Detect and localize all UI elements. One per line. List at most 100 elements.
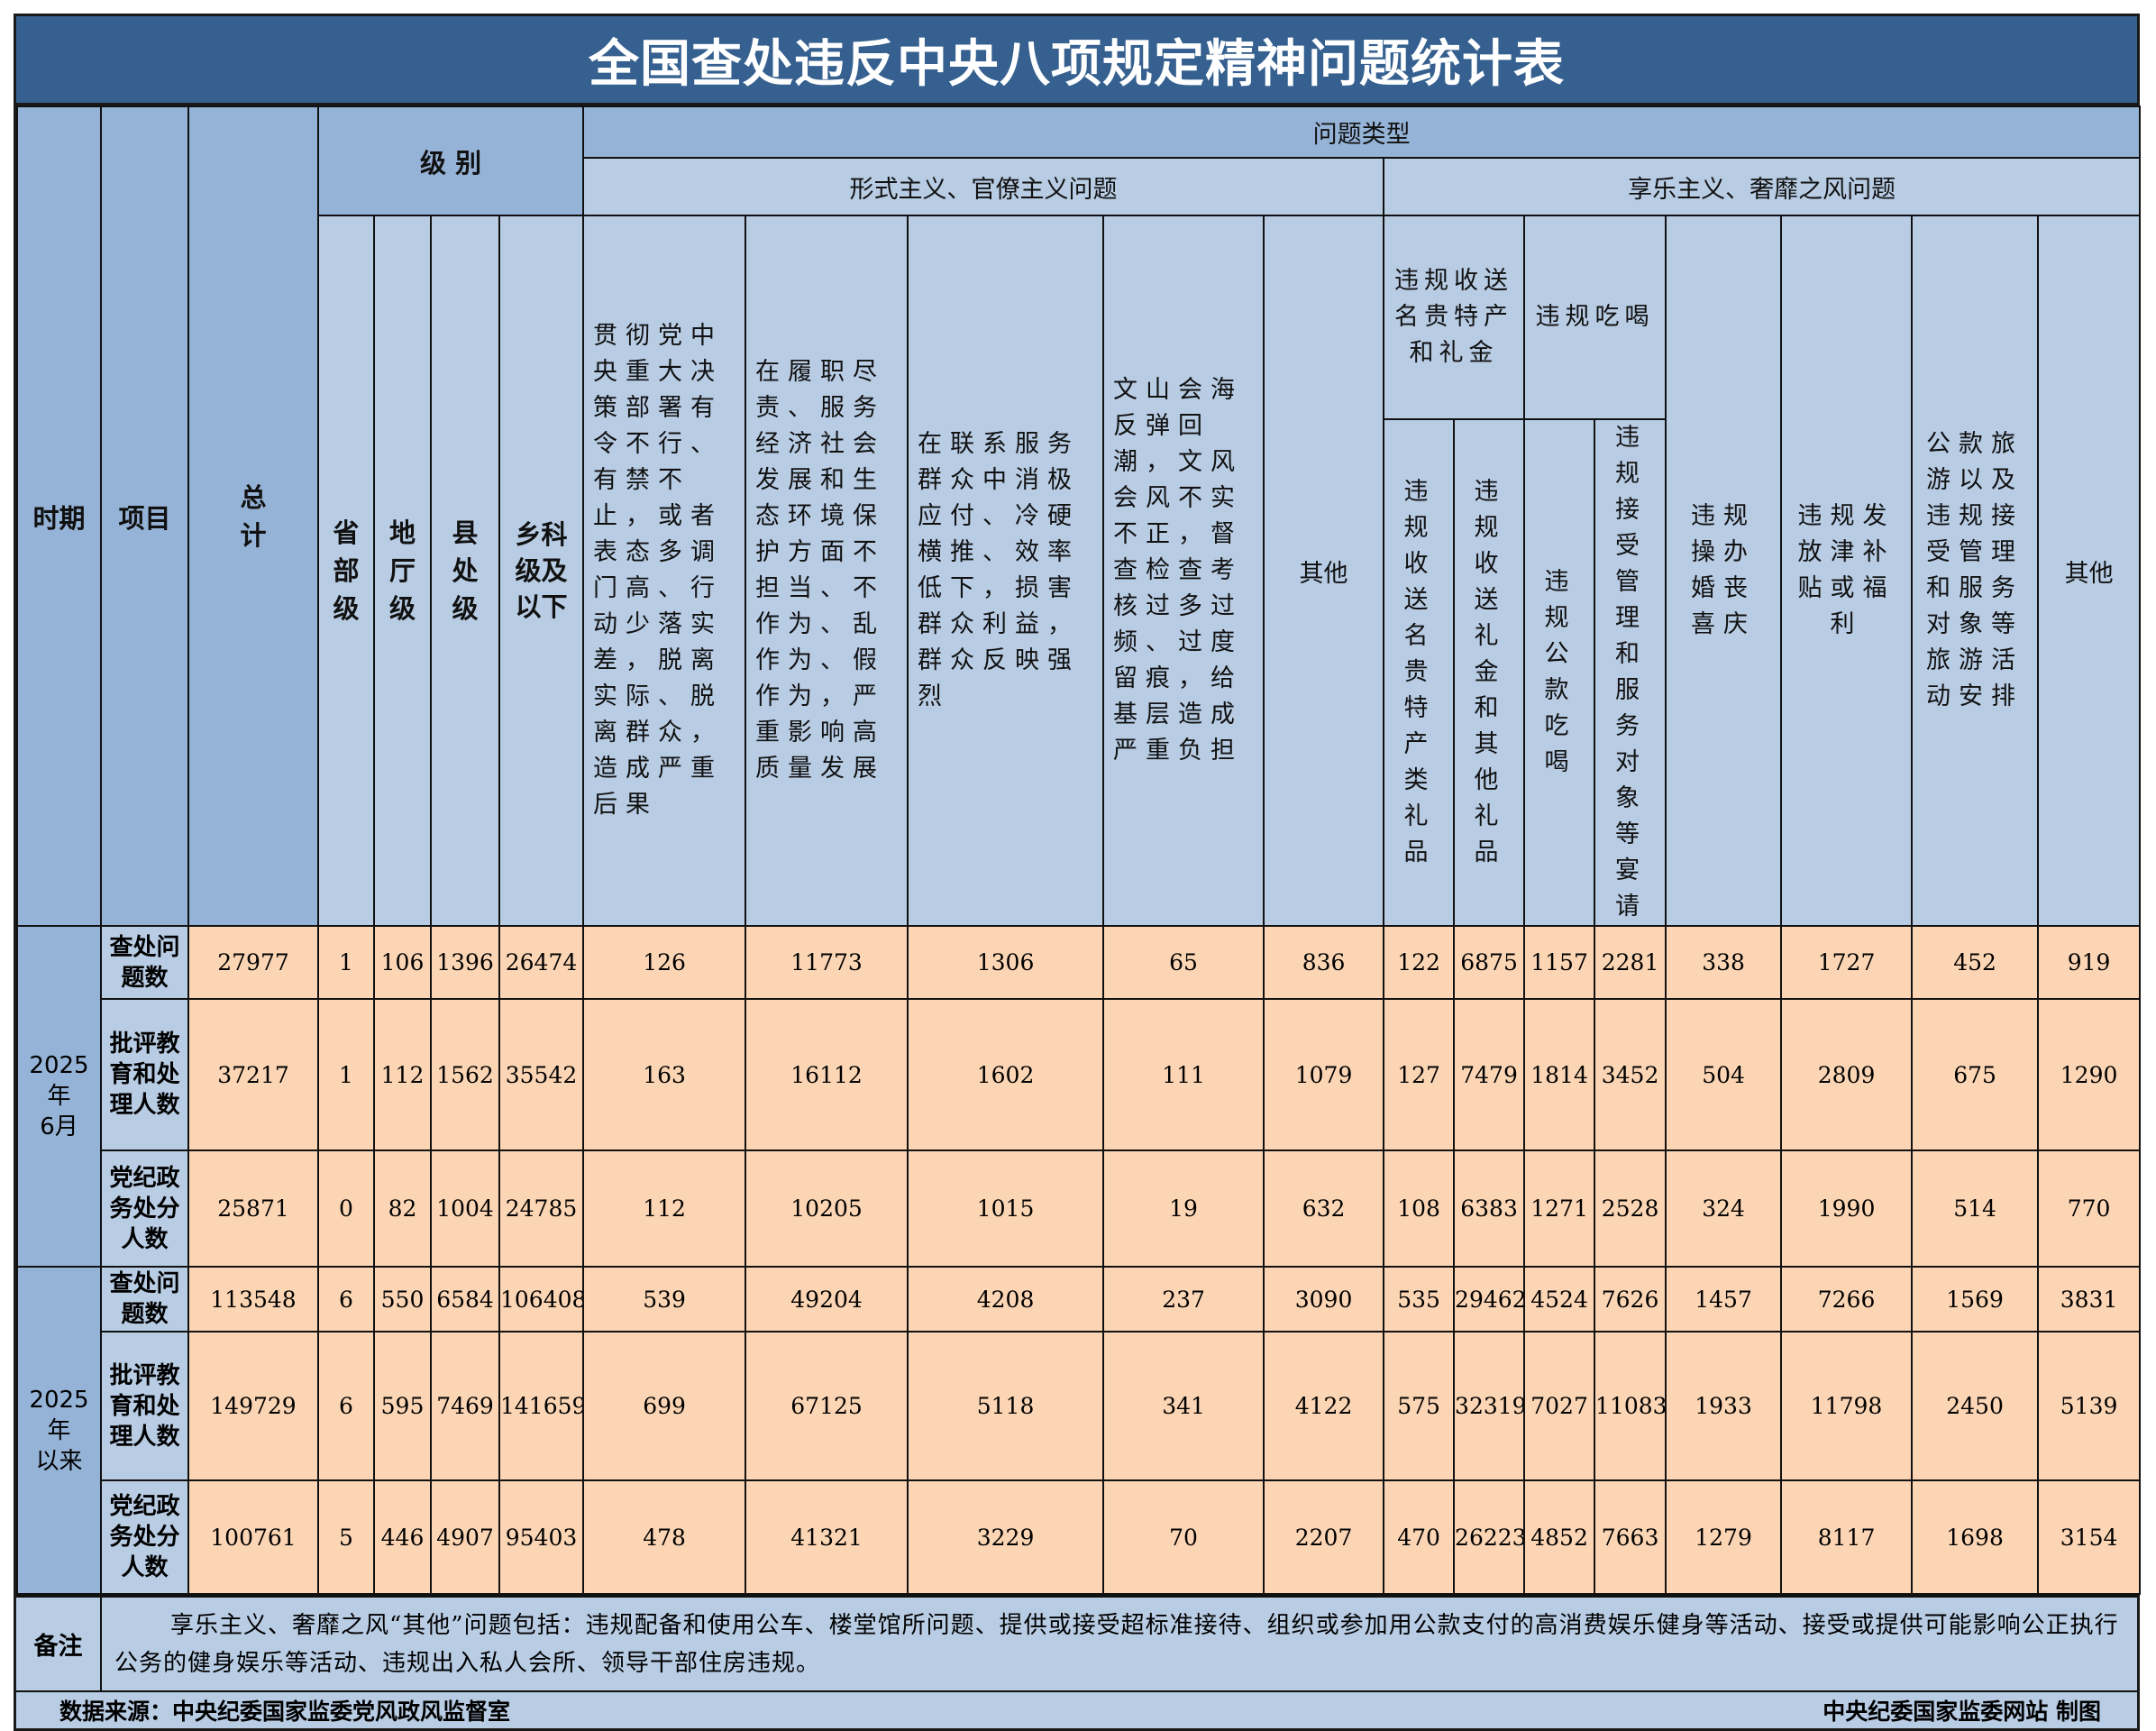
value-cell: 3154 [2037,1479,2142,1595]
value-cell: 1271 [1523,1149,1596,1268]
value-cell: 675 [1911,998,2040,1151]
header-dining-col-banquet: 违规接受管理和服务对象等宴请 [1594,418,1667,927]
header-total: 总计 [187,105,319,927]
value-cell: 504 [1665,998,1783,1151]
value-cell: 67125 [745,1331,909,1481]
value-cell: 11773 [745,925,909,1000]
header-level-prefecture: 地厅级 [373,215,432,927]
value-cell: 5 [317,1479,375,1595]
header-hedonism-col-weddings: 违规操办婚丧喜庆 [1665,215,1783,927]
value-cell: 24785 [498,1149,585,1268]
value-cell: 535 [1383,1266,1456,1333]
table-row: 批评教育和处理人数 149729 6 595 7469 141659 699 67125 511… [17,1331,2142,1481]
value-cell: 1290 [2037,998,2142,1151]
data-source: 数据来源：中央纪委国家监委党风政风监督室 [59,1699,511,1725]
header-gift-group: 违规收送名贵特产和礼金 [1383,215,1526,420]
value-cell: 41321 [745,1479,909,1595]
value-cell: 4208 [907,1266,1105,1333]
value-cell: 7663 [1594,1479,1667,1595]
header-item: 项目 [100,105,189,927]
header-formalism-col-1: 贯彻党中央重大决策部署有令不行、有禁不止，或者表态多调门高、行动少落实差，脱离实… [582,215,747,927]
footer: 数据来源：中央纪委国家监委党风政风监督室 中央纪委国家监委网站 制图 [16,1690,2137,1728]
value-cell: 112 [582,1149,747,1268]
value-cell: 1569 [1911,1266,2040,1333]
value-cell: 7479 [1453,998,1526,1151]
header-gift-col-specialty: 违规收送名贵特产类礼品 [1383,418,1456,927]
value-cell: 1698 [1911,1479,2040,1595]
value-cell: 1 [317,998,375,1151]
header-formalism-col-3: 在联系服务群众中消极应付、冷硬横推、效率低下，损害群众利益，群众反映强烈 [907,215,1105,927]
value-cell: 575 [1383,1331,1456,1481]
note-row: 备注 享乐主义、奢靡之风“其他”问题包括：违规配备和使用公车、楼堂馆所问题、提供… [16,1595,2137,1690]
header-level-township: 乡科级及以下 [498,215,585,927]
value-cell: 27977 [187,925,319,1000]
value-cell: 6 [317,1266,375,1333]
value-cell: 65 [1102,925,1265,1000]
value-cell: 324 [1665,1149,1783,1268]
value-cell: 111 [1102,998,1265,1151]
table-body: 2025年 6月 查处问题数 27977 1 106 1396 26474 126 11773 13… [16,925,2142,1595]
page-title: 全国查处违反中央八项规定精神问题统计表 [16,16,2137,105]
header-formalism-col-4: 文山会海反弹回潮，文风会风不实不正，督查检查考核过多过频、过度留痕，给基层造成严… [1102,215,1265,927]
value-cell: 127 [1383,998,1456,1151]
value-cell: 836 [1263,925,1385,1000]
header-period: 时期 [16,105,102,927]
value-cell: 108 [1383,1149,1456,1268]
value-cell: 2528 [1594,1149,1667,1268]
value-cell: 19 [1102,1149,1265,1268]
value-cell: 7626 [1594,1266,1667,1333]
value-cell: 1990 [1780,1149,1914,1268]
value-cell: 470 [1383,1479,1456,1595]
note-text: 享乐主义、奢靡之风“其他”问题包括：违规配备和使用公车、楼堂馆所问题、提供或接受… [114,1612,2119,1677]
period-label: 2025年 6月 [16,925,102,1268]
value-cell: 237 [1102,1266,1265,1333]
value-cell: 2207 [1263,1479,1385,1595]
table-row: 批评教育和处理人数 37217 1 112 1562 35542 163 16112 1602 1… [17,998,2142,1151]
value-cell: 699 [582,1331,747,1481]
header-dining-col-public: 违规公款吃喝 [1523,418,1596,927]
value-cell: 919 [2037,925,2142,1000]
value-cell: 126 [582,925,747,1000]
value-cell: 122 [1383,925,1456,1000]
value-cell: 3831 [2037,1266,2142,1333]
value-cell: 32319 [1453,1331,1526,1481]
statistics-table-panel: 全国查处违反中央八项规定精神问题统计表 时期 项目 总计 级 别 问题类型 形式… [14,14,2142,1731]
value-cell: 113548 [187,1266,319,1333]
value-cell: 446 [373,1479,432,1595]
header-formalism-group: 形式主义、官僚主义问题 [582,157,1385,216]
value-cell: 106408 [498,1266,585,1333]
value-cell: 4122 [1263,1331,1385,1481]
value-cell: 37217 [187,998,319,1151]
value-cell: 2450 [1911,1331,2040,1481]
value-cell: 70 [1102,1479,1265,1595]
header-problem-type: 问题类型 [582,105,2142,159]
note-label: 备注 [16,1598,102,1690]
row-label: 党纪政务处分人数 [100,1149,189,1268]
value-cell: 1562 [430,998,500,1151]
value-cell: 49204 [745,1266,909,1333]
value-cell: 4852 [1523,1479,1596,1595]
value-cell: 770 [2037,1149,2142,1268]
value-cell: 35542 [498,998,585,1151]
value-cell: 341 [1102,1331,1265,1481]
row-label: 党纪政务处分人数 [100,1479,189,1595]
value-cell: 112 [373,998,432,1151]
header-dining-group: 违规吃喝 [1523,215,1667,420]
header-level-province: 省部级 [317,215,375,927]
value-cell: 1396 [430,925,500,1000]
header-formalism-other: 其他 [1263,215,1385,927]
value-cell: 478 [582,1479,747,1595]
table-row: 党纪政务处分人数 25871 0 82 1004 24785 112 10205 1015 19 6… [17,1149,2142,1268]
value-cell: 1306 [907,925,1105,1000]
value-cell: 452 [1911,925,2040,1000]
value-cell: 29462 [1453,1266,1526,1333]
row-label: 查处问题数 [100,925,189,1000]
value-cell: 5139 [2037,1331,2142,1481]
value-cell: 6383 [1453,1149,1526,1268]
value-cell: 3229 [907,1479,1105,1595]
value-cell: 1933 [1665,1331,1783,1481]
value-cell: 6584 [430,1266,500,1333]
value-cell: 26474 [498,925,585,1000]
value-cell: 141659 [498,1331,585,1481]
value-cell: 1 [317,925,375,1000]
